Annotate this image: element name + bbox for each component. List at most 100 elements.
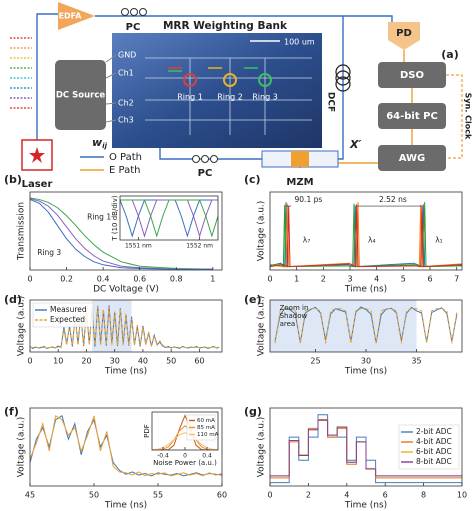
- panel-label: (b): [4, 173, 22, 186]
- y-axis-label: Voltage (a.u.): [257, 296, 267, 357]
- x-tick-label: 0: [267, 275, 272, 284]
- pc-label: PC: [198, 168, 213, 179]
- series-group: [274, 306, 458, 344]
- legend-label: 6-bit ADC: [416, 447, 452, 456]
- chart: 0 10 20 30 40 50 60 Time (ns) Voltage (a.u.) Meas…: [4, 293, 223, 377]
- legend-frame: [32, 302, 94, 328]
- x-axis-label: Time (ns): [344, 285, 387, 295]
- mzm-label: MZM: [286, 177, 313, 188]
- x-tick-label: 0: [183, 453, 187, 460]
- x-tick-label: 2: [321, 275, 326, 284]
- x-tick-label: 0.4: [97, 275, 110, 284]
- x-tick-label: 4: [344, 491, 349, 500]
- x-tick-label: 55: [153, 491, 163, 500]
- y-axis-label: Voltage (a.u.): [17, 417, 27, 478]
- pad-label: Ch1: [118, 69, 134, 78]
- chip: [112, 33, 322, 148]
- ring-label: Ring 1: [177, 93, 203, 102]
- axes-frame: [29, 299, 223, 353]
- series-line: [30, 415, 222, 477]
- x-tick-label: 0: [27, 357, 32, 366]
- y-axis-label: Voltage (a.u.): [17, 296, 27, 357]
- series-group: [270, 202, 462, 268]
- series-line: [120, 199, 218, 238]
- annotation: 90.1 ps: [295, 195, 323, 204]
- series-group: [270, 414, 462, 484]
- series-group: [30, 414, 222, 477]
- diagram: Laser EDFA PC MRR Weighting Bank 100 um …: [10, 2, 473, 190]
- annotation: Zoom in: [280, 304, 309, 312]
- legend-label: 85 mA: [197, 425, 215, 431]
- axes-frame: [269, 191, 463, 271]
- dcf-coil: [335, 64, 351, 92]
- x-tick-label: 10: [457, 491, 467, 500]
- input-label: X′: [349, 138, 361, 151]
- series-group: [120, 199, 218, 238]
- chart: 25 30 35 Time (ns) Voltage (a.u.)(e) Zoom inS…: [244, 293, 463, 377]
- x-tick-label: 0: [267, 491, 272, 500]
- x-tick-label: 0.6: [133, 275, 146, 284]
- scale-bar-label: 100 um: [284, 38, 315, 47]
- dcf-label: DCF: [326, 92, 336, 112]
- annotation: Shadow: [280, 312, 308, 320]
- computer-box: [378, 103, 446, 129]
- x-tick-label: 30: [110, 357, 120, 366]
- panel-label: (e): [244, 293, 262, 306]
- x-tick-label: 0.2: [60, 275, 73, 284]
- legend-label: O Path: [109, 152, 142, 163]
- x-tick-label: 6: [383, 491, 388, 500]
- x-tick-label: 8: [421, 491, 426, 500]
- series-line: [152, 414, 218, 450]
- pad-label: Ch2: [118, 99, 134, 108]
- plot-area: [120, 196, 218, 240]
- x-tick-label: 1: [210, 275, 215, 284]
- y-axis-label: Transmission: [17, 202, 27, 261]
- laser-label: Laser: [22, 179, 53, 190]
- dso-label: DSO: [400, 70, 424, 81]
- panel-label: (f): [4, 405, 19, 418]
- x-tick-label: -0.4: [157, 453, 169, 460]
- pd-label: PD: [396, 28, 412, 39]
- dc-wires: [105, 54, 117, 123]
- pad-label: GND: [118, 51, 136, 60]
- axes-frame: [29, 191, 223, 271]
- pc-icon: [192, 155, 218, 163]
- x-tick-label: 5: [401, 275, 406, 284]
- y-axis-label: T (10 dB/div): [111, 195, 119, 241]
- x-tick-label: 35: [411, 357, 421, 366]
- x-axis-label: Time (ns): [344, 501, 387, 511]
- series-line: [270, 204, 462, 268]
- pc-label: PC: [126, 22, 141, 33]
- annotation: λ₁: [435, 235, 442, 244]
- x-tick-label: 4: [374, 275, 379, 284]
- awg-label: AWG: [399, 153, 426, 164]
- x-tick-label: 45: [25, 491, 35, 500]
- series-line: [270, 419, 462, 477]
- x-tick-label: 50: [166, 357, 176, 366]
- x-tick-label: 1552 nm: [186, 243, 213, 250]
- computer-label: 64-bit PC: [386, 111, 438, 122]
- annotation: area: [280, 320, 296, 328]
- laser-icon: [29, 147, 45, 163]
- pad-label: Ch3: [118, 116, 134, 125]
- series-line: [270, 414, 462, 484]
- annotation: Ring 3: [37, 248, 61, 257]
- panel-label: (a): [441, 48, 458, 61]
- x-tick-label: 60: [194, 357, 204, 366]
- y-axis-label: Voltage (a.u.): [257, 201, 267, 262]
- x-tick-label: 0.8: [170, 275, 183, 284]
- annotation: λ₄: [368, 235, 375, 244]
- ring-label: Ring 2: [217, 93, 243, 102]
- plot-area: [270, 192, 462, 270]
- legend-label: 8-bit ADC: [416, 457, 452, 466]
- chart: 0 1 2 3 4 5 6 7 Time (ns) Voltage (a.u.) (c) 90.1 p…: [244, 173, 463, 295]
- series-group: [30, 305, 220, 349]
- weight-label: wij: [92, 136, 108, 150]
- y-axis-label: PDF: [143, 424, 151, 438]
- series-line: [30, 197, 213, 270]
- legend-label: 2-bit ADC: [416, 427, 452, 436]
- axes-frame: [269, 407, 463, 487]
